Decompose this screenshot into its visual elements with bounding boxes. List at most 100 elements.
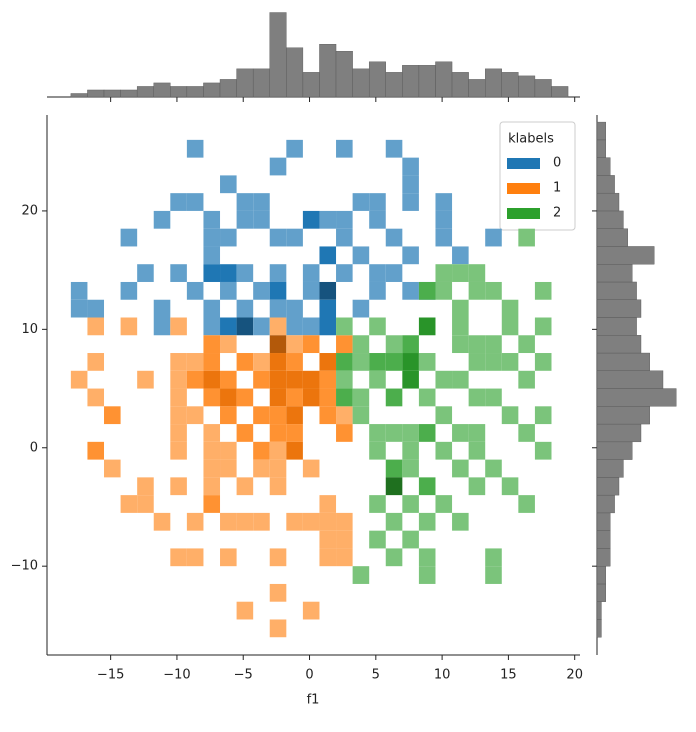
top-marginal-bar — [468, 79, 486, 98]
hist2d-cell — [369, 281, 386, 300]
hist2d-cell — [402, 335, 419, 354]
hist2d-cell — [501, 353, 519, 371]
hist2d-cell — [220, 370, 237, 389]
hist2d-cell — [269, 441, 287, 460]
hist2d-cell — [501, 317, 519, 336]
top-marginal-bar — [368, 61, 386, 98]
hist2d-cell — [435, 281, 453, 300]
hist2d-cell — [485, 548, 502, 567]
hist2d-cell — [518, 495, 535, 513]
hist2d-cell — [418, 353, 436, 371]
hist2d-cell — [336, 388, 353, 407]
hist2d-cell — [452, 335, 469, 354]
hist2d-cell — [137, 264, 154, 282]
hist2d-cell — [435, 193, 453, 211]
hist2d-cell — [302, 601, 320, 620]
hist2d-cell — [269, 228, 287, 247]
x-tick-label: 0 — [305, 668, 313, 683]
hist2d-cell — [352, 193, 370, 211]
hist2d-cell — [203, 441, 221, 460]
hist2d-cell — [369, 193, 386, 211]
hist2d-cell — [418, 281, 436, 300]
x-tick-label: −10 — [163, 668, 190, 683]
hist2d-cell — [203, 246, 221, 265]
hist2d-cell — [336, 548, 353, 567]
hist2d-cell — [319, 388, 337, 407]
hist2d-cell — [518, 335, 535, 354]
x-axis-label: f1 — [307, 693, 320, 708]
hist2d-cell — [319, 530, 337, 549]
right-marginal-bar — [596, 548, 611, 567]
hist2d-cell — [336, 512, 353, 531]
hist2d-cell — [369, 370, 386, 389]
hist2d-cell — [253, 210, 270, 229]
hist2d-cell — [485, 281, 502, 300]
right-marginal-bar — [596, 512, 611, 531]
hist2d-cell — [336, 530, 353, 549]
hist2d-cell — [336, 264, 353, 282]
hist2d-cell — [485, 459, 502, 478]
top-marginal-bar — [402, 65, 420, 98]
hist2d-cell — [153, 317, 171, 336]
hist2d-cell — [385, 335, 403, 354]
hist2d-cell — [468, 477, 486, 496]
legend-label: 2 — [553, 206, 561, 221]
hist2d-cell — [452, 299, 469, 318]
hist2d-cell — [418, 424, 436, 442]
hist2d-cell — [385, 548, 403, 567]
top-marginal-bar — [485, 68, 502, 98]
hist2d-cell — [435, 441, 453, 460]
hist2d-cell — [518, 370, 535, 389]
hist2d-cell — [120, 281, 138, 300]
hist2d-cell — [253, 441, 270, 460]
top-marginal-bar — [335, 51, 353, 98]
hist2d-cell — [269, 370, 287, 389]
top-marginal-bar — [501, 72, 519, 98]
hist2d-cell — [269, 299, 287, 318]
hist2d-cell — [302, 264, 320, 282]
hist2d-cell — [120, 317, 138, 336]
right-marginal-bar — [596, 423, 642, 443]
top-marginal-bar — [551, 86, 569, 98]
right-marginal-bar — [596, 601, 602, 620]
hist2d-cell — [452, 317, 469, 336]
y-tick-label: 0 — [30, 440, 38, 455]
hist2d-cell — [435, 495, 453, 513]
hist2d-cell — [236, 477, 254, 496]
y-tick-label: 20 — [21, 203, 38, 218]
hist2d-cell — [137, 495, 154, 513]
right-marginal-bar — [596, 459, 624, 478]
right-marginal-bar — [596, 370, 664, 389]
hist2d-cell — [253, 370, 270, 389]
right-marginal-bar — [596, 441, 633, 460]
hist2d-cell — [302, 459, 320, 478]
hist2d-cell — [385, 424, 403, 442]
x-tick-label: −15 — [97, 668, 124, 683]
hist2d-cell — [220, 388, 237, 407]
y-tick-label: 10 — [21, 322, 38, 337]
legend-swatch — [507, 158, 540, 169]
hist2d-cell — [534, 406, 552, 425]
hist2d-cell — [253, 353, 270, 371]
hist2d-cell — [236, 193, 254, 211]
hist2d-cell — [286, 512, 303, 531]
hist2d-cell — [253, 406, 270, 425]
top-marginal-bar — [302, 72, 320, 98]
hist2d-cell — [352, 566, 370, 584]
hist2d-cell — [385, 139, 403, 158]
hist2d-cell — [269, 388, 287, 407]
hist2d-cell — [253, 512, 270, 531]
hist2d-cell — [385, 477, 403, 496]
right-marginal-bar — [596, 619, 602, 638]
hist2d-cell — [253, 459, 270, 478]
hist2d-cell — [203, 370, 221, 389]
hist2d-cell — [418, 566, 436, 584]
hist2d-cell — [302, 281, 320, 300]
x-tick-label: 5 — [372, 668, 380, 683]
hist2d-cell — [87, 441, 105, 460]
hist2d-cell — [319, 353, 337, 371]
hist2d-cell — [120, 495, 138, 513]
hist2d-cell — [253, 281, 270, 300]
right-marginal-bar — [596, 139, 607, 158]
hist2d-cell — [435, 228, 453, 247]
